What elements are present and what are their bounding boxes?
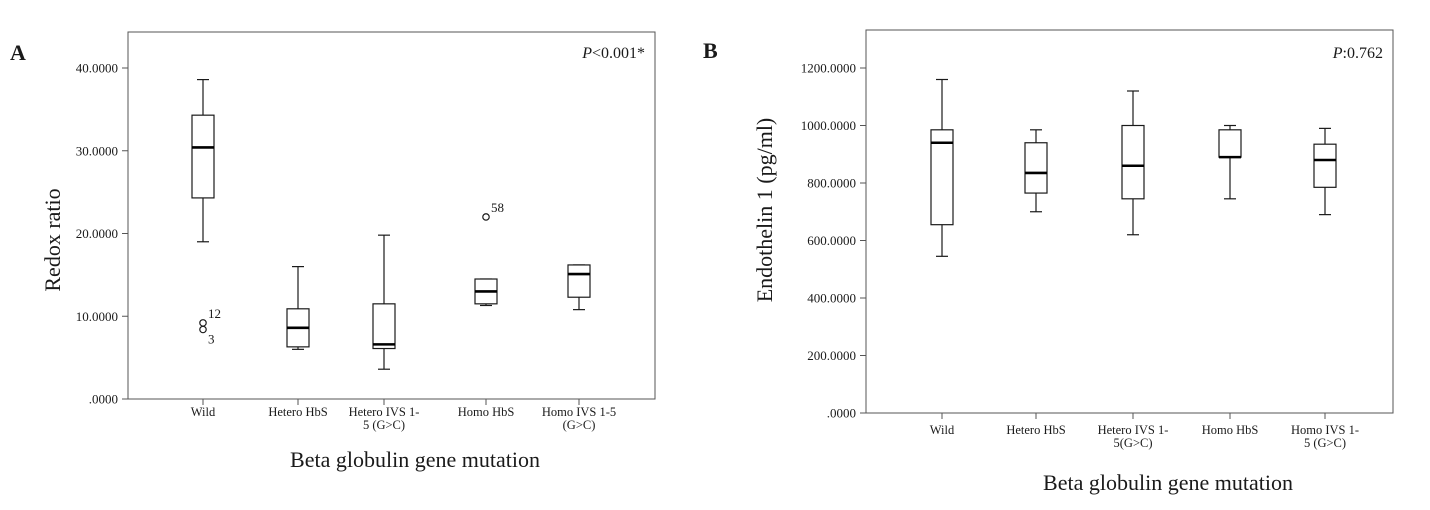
panel-b-plot-frame [865,29,1394,414]
panel-a-marks: .0000 10.0000 20.0000 30.0000 40.0000 Wild Het… [76,61,616,433]
panel-a-x-category-label: Homo IVS 1-5 (G>C) [542,405,616,432]
panel-a: A P<0.001* Beta globulin gene mutation R… [10,31,656,472]
panel-a-p-text: <0.001* [592,45,645,62]
panel-b-x-axis-title: Beta globulin gene mutation [1043,470,1293,495]
panel-a-y-tick-label: 10.0000 [76,309,118,324]
panel-a-y-axis-title: Redox ratio [40,188,65,291]
panel-b-box [1121,124,1145,200]
panel-b-y-tick-label: 1200.0000 [801,61,856,76]
panel-a-y-tick-label: .0000 [89,392,118,407]
panel-b-marks: .0000 200.0000 400.0000 600.0000 800.0000 100… [801,61,1359,451]
panel-b-box [1024,142,1048,194]
panel-b-x-category-label: Hetero IVS 1-5(G>C) [1098,423,1169,450]
panel-b-x-category-label-line: Hetero IVS 1- [1098,423,1169,437]
panel-b-box [1313,143,1337,188]
panel-a-x-category-label: Homo HbS [458,405,515,419]
panel-a-x-category-label: Wild [191,405,216,419]
panel-a-x-category-label: Hetero IVS 1-5 (G>C) [349,405,420,432]
panel-a-x-category-label-line: Homo IVS 1-5 [542,405,616,419]
panel-a-x-category-label-line: Homo HbS [458,405,515,419]
panel-a-box [372,303,396,350]
panel-b-x-category-label: Homo IVS 1-5 (G>C) [1291,423,1359,450]
panel-a-p-prefix: P [581,45,592,62]
panel-a-x-category-label-line: Wild [191,405,216,419]
panel-b-x-category-label-line: Homo IVS 1- [1291,423,1359,437]
panel-a-box [567,264,591,298]
panel-b-letter: B [703,38,718,63]
panel-a-plot-frame [127,31,656,400]
panel-b-y-tick-label: .0000 [827,406,856,421]
panel-a-outlier-point [199,325,207,334]
panel-a-letter: A [10,40,26,65]
panel-a-outlier-label: 3 [208,331,215,346]
panel-b-x-category-label-line: Homo HbS [1202,423,1259,437]
panel-b-x-category-label: Wild [930,423,955,437]
panel-b-x-category-label-line: 5(G>C) [1114,436,1153,450]
panel-b-p-text: :0.762 [1343,45,1383,62]
panel-b-box [1218,129,1242,158]
panel-b-y-tick-label: 400.0000 [807,291,856,306]
panel-b-y-tick-label: 600.0000 [807,233,856,248]
panel-b-x-category-label: Homo HbS [1202,423,1259,437]
panel-a-p-value: P<0.001* [581,45,645,62]
panel-b-x-category-label-line: Hetero HbS [1006,423,1065,437]
panel-b-y-tick-label: 1000.0000 [801,118,856,133]
panel-b-x-category-label: Hetero HbS [1006,423,1065,437]
panel-b-x-category-label-line: Wild [930,423,955,437]
panel-b-p-prefix: P [1332,45,1343,62]
panel-a-outlier-point [199,319,207,327]
panel-a-x-category-label-line: Hetero IVS 1- [349,405,420,419]
panel-b: B P:0.762 Beta globulin gene mutation En… [703,29,1394,495]
panel-b-box [930,129,954,226]
panel-a-outlier-label: 58 [491,200,504,215]
panel-b-x-category-label-line: 5 (G>C) [1304,436,1346,450]
panel-b-y-axis-title: Endothelin 1 (pg/ml) [752,118,777,303]
panel-b-y-tick-label: 200.0000 [807,348,856,363]
panel-a-outlier-label: 12 [208,306,221,321]
panel-a-box [191,114,215,199]
panel-b-y-tick-label: 800.0000 [807,176,856,191]
panel-a-y-tick-label: 20.0000 [76,226,118,241]
panel-a-x-category-label-line: Hetero HbS [268,405,327,419]
panel-a-x-category-label-line: (G>C) [563,418,596,432]
panel-a-x-axis-title: Beta globulin gene mutation [290,447,540,472]
panel-a-x-category-label: Hetero HbS [268,405,327,419]
panel-a-y-tick-label: 40.0000 [76,61,118,76]
panel-a-outlier-point [482,213,490,221]
panel-a-y-tick-label: 30.0000 [76,143,118,158]
panel-a-x-category-label-line: 5 (G>C) [363,418,405,432]
panel-b-p-value: P:0.762 [1332,45,1383,62]
